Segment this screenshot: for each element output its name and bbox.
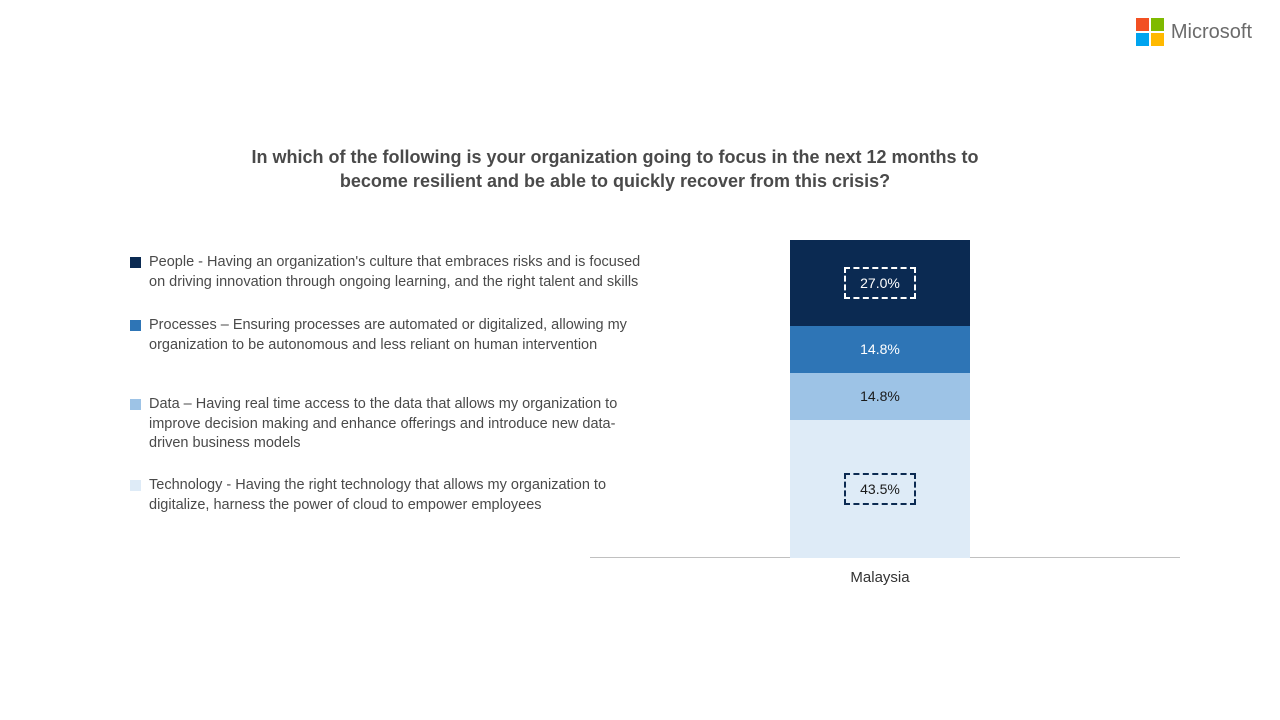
legend-swatch (130, 257, 141, 268)
value-label: 43.5% (844, 473, 916, 505)
value-label: 14.8% (860, 341, 900, 357)
slide: Microsoft In which of the following is y… (0, 0, 1280, 720)
legend-item-people: People - Having an organization's cultur… (130, 253, 650, 292)
legend-swatch (130, 480, 141, 491)
segment-data: 14.8% (790, 373, 970, 420)
legend-text: Processes – Ensuring processes are autom… (149, 316, 650, 355)
logo-square-red (1136, 18, 1149, 31)
segment-people: 27.0% (790, 240, 970, 326)
legend-item-data: Data – Having real time access to the da… (130, 395, 650, 454)
value-label: 14.8% (860, 388, 900, 404)
logo-square-blue (1136, 33, 1149, 46)
legend-item-technology: Technology - Having the right technology… (130, 476, 650, 515)
x-axis-label: Malaysia (790, 569, 970, 586)
logo-square-green (1151, 18, 1164, 31)
logo-square-yellow (1151, 33, 1164, 46)
bar-malaysia: 27.0% 14.8% 14.8% 43.5% (790, 240, 970, 558)
microsoft-logo-text: Microsoft (1171, 21, 1252, 44)
legend: People - Having an organization's cultur… (130, 253, 650, 515)
segment-technology: 43.5% (790, 420, 970, 558)
legend-text: Data – Having real time access to the da… (149, 395, 650, 454)
legend-text: Technology - Having the right technology… (149, 476, 650, 515)
segment-processes: 14.8% (790, 326, 970, 373)
microsoft-logo: Microsoft (1136, 18, 1252, 46)
chart-title: In which of the following is your organi… (250, 145, 980, 194)
microsoft-logo-squares (1136, 18, 1164, 46)
stacked-bar-chart: 27.0% 14.8% 14.8% 43.5% Malaysia (590, 238, 1180, 578)
legend-swatch (130, 399, 141, 410)
value-label: 27.0% (844, 267, 916, 299)
legend-text: People - Having an organization's cultur… (149, 253, 650, 292)
legend-item-processes: Processes – Ensuring processes are autom… (130, 316, 650, 355)
legend-swatch (130, 320, 141, 331)
